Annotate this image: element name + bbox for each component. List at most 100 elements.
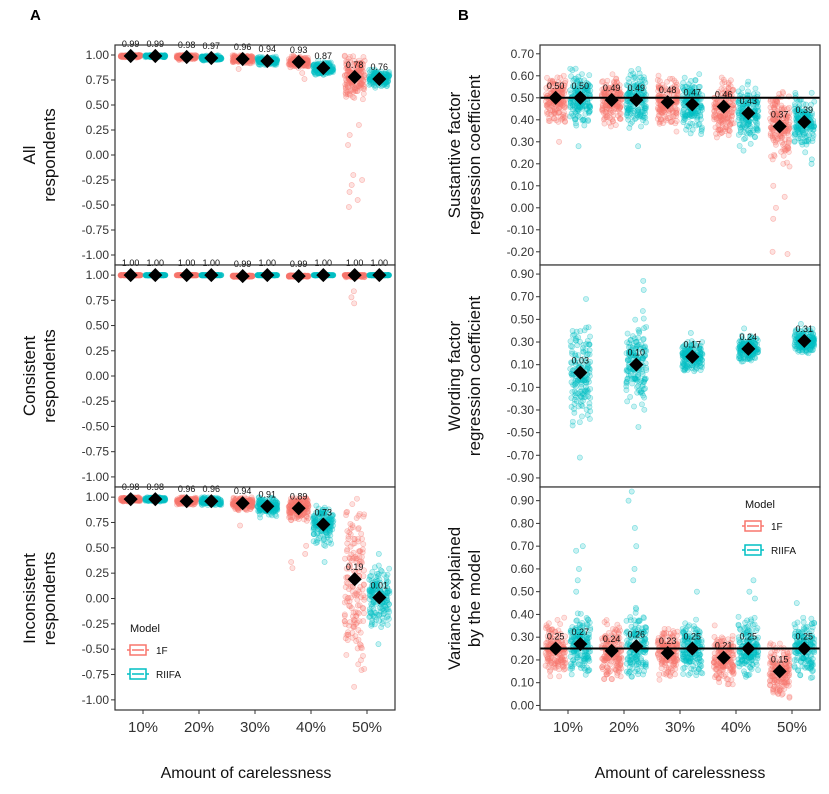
data-point	[314, 538, 319, 543]
mean-value-label: 0.89	[290, 491, 308, 501]
data-point	[356, 627, 361, 632]
data-point	[351, 617, 356, 622]
outlier-point	[289, 559, 294, 564]
data-point	[357, 603, 362, 608]
data-point	[345, 92, 350, 97]
data-point	[352, 536, 357, 541]
data-point	[312, 272, 317, 277]
y-tick-label: -0.50	[82, 198, 110, 212]
data-point	[257, 515, 262, 520]
mean-value-label: 0.96	[203, 484, 221, 494]
mean-value-label: 0.94	[234, 486, 252, 496]
data-point	[356, 83, 361, 88]
data-point	[351, 89, 356, 94]
mean-value-label: 0.93	[290, 45, 308, 55]
y-axis-label-line: Consistent	[20, 336, 39, 417]
data-point	[311, 531, 316, 536]
data-point	[348, 521, 353, 526]
outlier-point	[347, 132, 352, 137]
y-tick-label: -0.75	[82, 223, 110, 237]
data-point	[357, 511, 362, 516]
data-point	[379, 624, 384, 629]
data-point	[354, 496, 359, 501]
y-tick-label: -0.50	[82, 419, 110, 433]
data-point	[250, 58, 255, 63]
data-point	[362, 666, 367, 671]
x-tick-label: 10%	[128, 719, 158, 736]
mean-value-label: 0.76	[371, 62, 389, 72]
mean-value-label: 0.99	[234, 259, 252, 269]
mean-value-label: 1.00	[315, 258, 333, 268]
y-tick-label: 0.25	[86, 123, 110, 137]
data-point	[361, 91, 366, 96]
outlier-point	[349, 182, 354, 187]
y-axis-label-line: Inconsistent	[20, 553, 39, 644]
data-point	[345, 509, 350, 514]
data-point	[362, 597, 367, 602]
data-point	[385, 622, 390, 627]
data-point	[305, 274, 310, 279]
mean-value-label: 0.78	[346, 60, 364, 70]
panel-letter-a: A	[30, 7, 41, 24]
mean-value-label: 0.99	[290, 259, 308, 269]
mean-value-label: 1.00	[178, 258, 196, 268]
figure: A B Amount of carelessness Amount of car…	[0, 0, 829, 794]
outlier-point	[359, 177, 364, 182]
data-point	[342, 600, 347, 605]
data-point	[194, 273, 199, 278]
outlier-point	[376, 551, 381, 556]
data-point	[385, 572, 390, 577]
mean-value-label: 0.91	[259, 489, 277, 499]
outlier-point	[351, 172, 356, 177]
data-point	[311, 525, 316, 530]
outlier-point	[345, 142, 350, 147]
mean-value-label: 0.19	[346, 562, 364, 572]
mean-value-label: 0.97	[203, 41, 221, 51]
mean-value-label: 0.96	[178, 484, 196, 494]
y-tick-label: 0.50	[86, 98, 110, 112]
y-tick-label: 0.25	[86, 344, 110, 358]
y-axis-label-line: respondents	[40, 108, 59, 202]
mean-value-label: 0.96	[234, 42, 252, 52]
data-point	[250, 499, 255, 504]
data-point	[312, 66, 317, 71]
mean-value-label: 1.00	[346, 258, 364, 268]
data-point	[361, 54, 366, 59]
data-point	[370, 569, 375, 574]
data-point	[342, 54, 347, 59]
data-point	[356, 526, 361, 531]
y-tick-label: 1.00	[86, 490, 110, 504]
data-point	[361, 542, 366, 547]
data-point	[119, 497, 124, 502]
data-point	[346, 536, 351, 541]
data-point	[344, 580, 349, 585]
data-point	[353, 633, 358, 638]
outlier-point	[349, 295, 354, 300]
y-tick-label: -1.00	[82, 693, 110, 707]
data-point	[354, 593, 359, 598]
data-point	[143, 496, 148, 501]
data-point	[342, 272, 347, 277]
data-point	[342, 613, 347, 618]
x-axis-title-b: Amount of carelessness	[595, 765, 766, 782]
data-point	[356, 588, 361, 593]
mean-value-label: 0.99	[122, 39, 140, 49]
data-point	[200, 54, 205, 59]
outlier-point	[356, 122, 361, 127]
data-point	[342, 73, 347, 78]
y-tick-label: 0.50	[86, 319, 110, 333]
y-tick-label: 0.75	[86, 73, 110, 87]
data-point	[386, 73, 391, 78]
y-axis-label-line: All	[20, 146, 39, 165]
outlier-point	[376, 642, 381, 647]
outlier-point	[355, 197, 360, 202]
data-point	[372, 565, 377, 570]
data-point	[361, 573, 366, 578]
y-tick-label: -0.25	[82, 173, 110, 187]
y-tick-label: 0.75	[86, 293, 110, 307]
outlier-point	[346, 204, 351, 209]
data-point	[344, 652, 349, 657]
y-tick-label: 0.25	[86, 566, 110, 580]
y-tick-label: -0.25	[82, 617, 110, 631]
data-point	[218, 500, 223, 505]
